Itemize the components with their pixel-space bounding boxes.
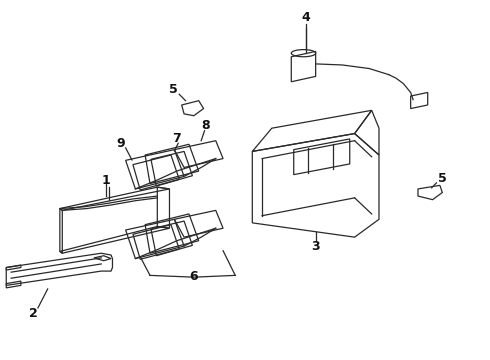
Text: 6: 6	[190, 270, 198, 283]
Text: 3: 3	[311, 240, 320, 253]
Text: 9: 9	[117, 137, 125, 150]
Text: 4: 4	[301, 11, 310, 24]
Text: 7: 7	[172, 132, 181, 145]
Text: 5: 5	[438, 172, 447, 185]
Text: 1: 1	[102, 174, 111, 186]
Text: 8: 8	[202, 119, 210, 132]
Text: 5: 5	[169, 84, 177, 96]
Text: 2: 2	[29, 307, 37, 320]
